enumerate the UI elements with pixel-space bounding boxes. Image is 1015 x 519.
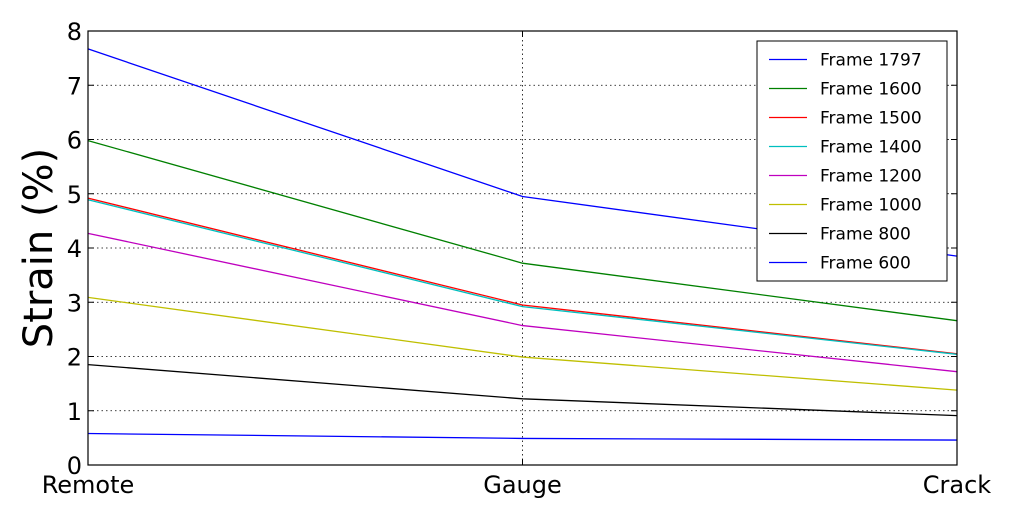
series-line-frame-1500 — [87, 197, 958, 355]
series-line-frame-800 — [87, 363, 958, 417]
legend-box — [756, 40, 948, 282]
legend-label: Frame 1600 — [820, 80, 922, 100]
y-axis-title: Strain (%) — [16, 148, 62, 348]
y-tick-label: 5 — [67, 181, 82, 209]
series-line-frame-1600 — [87, 139, 958, 322]
legend-label: Frame 1400 — [820, 138, 922, 158]
legend-label: Frame 1797 — [820, 51, 922, 71]
y-tick-label: 6 — [67, 127, 82, 155]
legend-label: Frame 600 — [820, 254, 911, 274]
y-tick-label: 2 — [67, 344, 82, 372]
x-tick-label-crack: Crack — [923, 471, 992, 499]
series-line-frame-1000 — [87, 296, 958, 391]
series-lines — [87, 48, 958, 441]
legend-label: Frame 1500 — [820, 109, 922, 129]
y-axis-ticks: 0 1 2 3 4 5 6 7 8 — [67, 18, 957, 480]
x-axis-ticks: Remote Gauge Crack — [42, 31, 992, 499]
x-tick-label-gauge: Gauge — [483, 471, 562, 499]
y-tick-label: 1 — [67, 398, 82, 426]
series-line-frame-1200 — [87, 232, 958, 373]
y-tick-label: 7 — [67, 72, 82, 100]
series-line-frame-1400 — [87, 199, 958, 355]
y-tick-label: 0 — [67, 452, 82, 480]
y-tick-label: 4 — [67, 235, 82, 263]
x-tick-label-remote: Remote — [42, 471, 135, 499]
grid-lines — [88, 31, 957, 465]
y-tick-label: 8 — [67, 18, 82, 46]
y-tick-label: 3 — [67, 289, 82, 317]
series-line-frame-600 — [87, 432, 958, 441]
legend-label: Frame 1000 — [820, 196, 922, 216]
legend-label: Frame 1200 — [820, 167, 922, 187]
legend: Frame 1797 Frame 1600 Frame 1500 Frame 1400… — [756, 40, 948, 282]
legend-label: Frame 800 — [820, 225, 911, 245]
